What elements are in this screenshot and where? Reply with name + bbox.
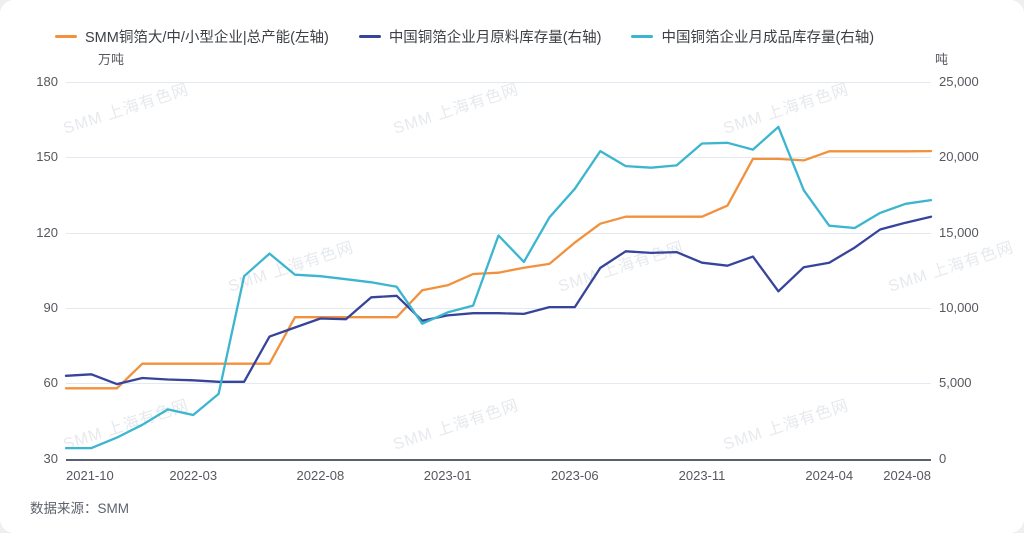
gridline	[66, 232, 931, 234]
right-axis-tick: 25,000	[939, 73, 979, 89]
x-axis-tick: 2023-01	[423, 468, 472, 483]
series-line-0	[64, 149, 933, 390]
legend-line-icon	[631, 34, 654, 39]
legend-item-0[interactable]: SMM铜箔大/中/小型企业|总产能(左轴)	[55, 26, 329, 47]
left-axis-tick: 150	[36, 149, 58, 165]
gridline	[66, 307, 931, 309]
right-axis-tick: 20,000	[939, 149, 979, 165]
legend-label: SMM铜箔大/中/小型企业|总产能(左轴)	[85, 30, 329, 46]
right-axis-title: 吨	[935, 52, 949, 67]
legend-line-icon	[55, 34, 77, 39]
x-axis-tick: 2024-04	[805, 468, 854, 483]
gridline	[66, 383, 931, 385]
x-axis-tick: 2022-03	[169, 468, 218, 483]
gridline	[66, 81, 931, 83]
left-axis-tick: 90	[43, 299, 58, 315]
gridline	[66, 157, 931, 159]
left-axis-tick: 180	[36, 73, 58, 89]
x-axis-tick: 2021-10	[66, 468, 114, 483]
x-axis-line	[66, 458, 931, 461]
x-axis-tick: 2023-11	[678, 468, 726, 483]
chart-legend: SMM铜箔大/中/小型企业|总产能(左轴) 中国铜箔企业月原料库存量(右轴) 中国铜…	[55, 26, 874, 47]
series-line-2	[64, 125, 933, 450]
series-line-1	[64, 215, 933, 386]
x-axis-tick: 2023-06	[550, 468, 599, 483]
x-axis-tick: 2024-08	[883, 468, 931, 483]
legend-line-icon	[358, 34, 381, 39]
right-axis-tick: 15,000	[939, 224, 979, 240]
left-axis-tick: 120	[36, 224, 58, 240]
left-axis-tick: 60	[43, 375, 58, 391]
legend-item-1[interactable]: 中国铜箔企业月原料库存量(右轴)	[358, 26, 602, 47]
data-source-note: 数据来源：SMM	[30, 501, 129, 516]
legend-label: 中国铜箔企业月成品库存量(右轴)	[661, 30, 875, 46]
left-axis-tick: 30	[43, 450, 58, 466]
legend-label: 中国铜箔企业月原料库存量(右轴)	[388, 30, 602, 46]
legend-item-2[interactable]: 中国铜箔企业月成品库存量(右轴)	[631, 26, 874, 47]
right-axis-tick: 5,000	[939, 375, 972, 391]
left-axis-title: 万吨	[98, 52, 125, 67]
right-axis-tick: 10,000	[939, 299, 979, 315]
x-axis-tick: 2022-08	[296, 468, 345, 483]
right-axis-tick: 0	[939, 450, 947, 466]
